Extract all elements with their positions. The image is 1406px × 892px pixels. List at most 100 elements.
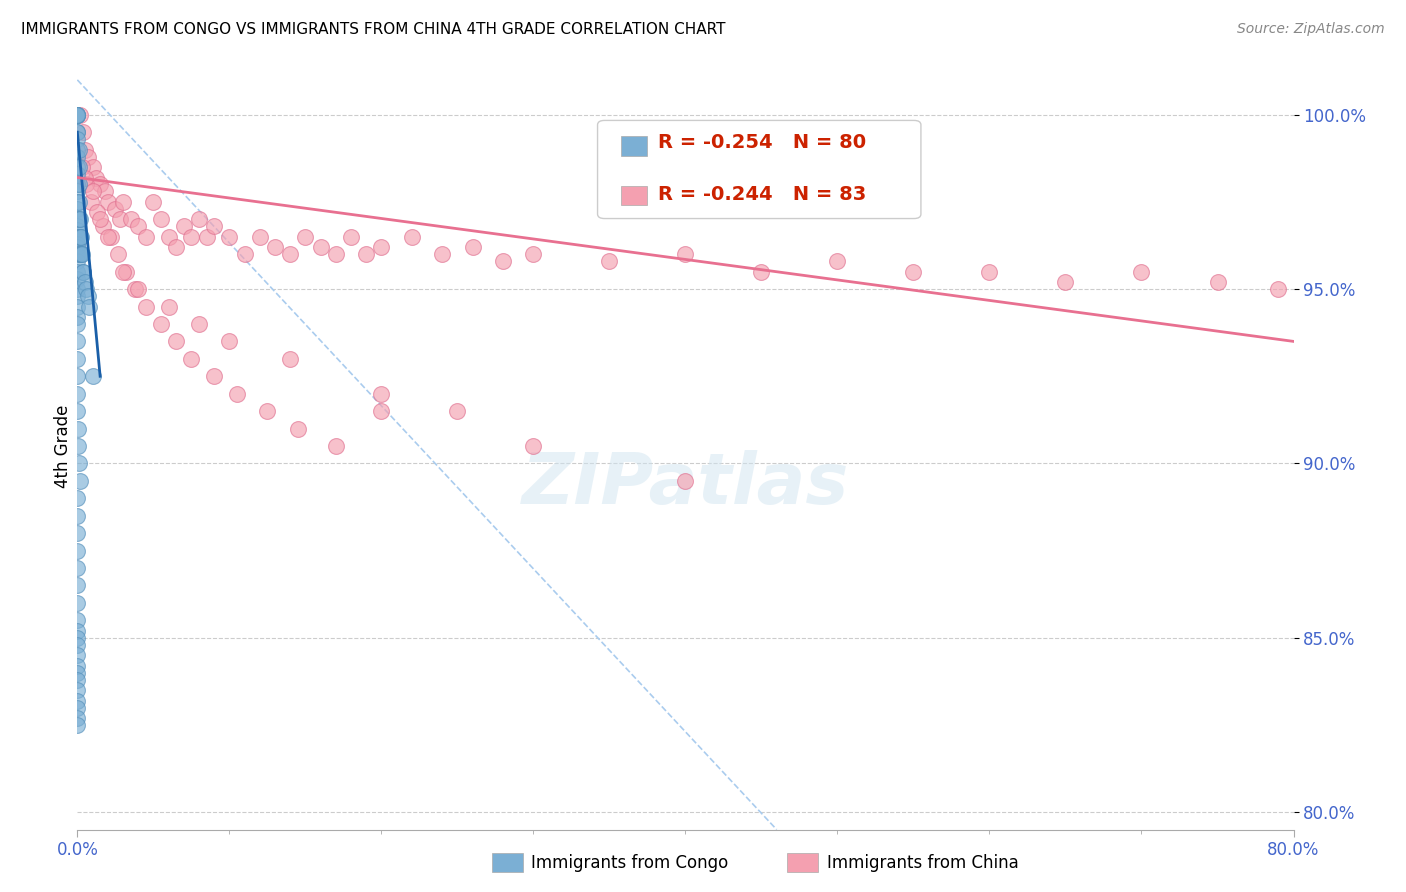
Point xyxy=(66,178,89,192)
Point xyxy=(226,386,249,401)
Point xyxy=(309,240,332,254)
Point xyxy=(67,212,90,227)
Point xyxy=(91,219,114,234)
Text: R = -0.244   N = 83: R = -0.244 N = 83 xyxy=(658,185,866,204)
Point xyxy=(979,265,1001,279)
Point xyxy=(66,219,89,234)
Point xyxy=(66,271,89,285)
Point xyxy=(66,310,89,324)
Text: IMMIGRANTS FROM CONGO VS IMMIGRANTS FROM CHINA 4TH GRADE CORRELATION CHART: IMMIGRANTS FROM CONGO VS IMMIGRANTS FROM… xyxy=(21,22,725,37)
Point xyxy=(72,265,94,279)
Point xyxy=(79,300,101,314)
Point xyxy=(82,369,104,384)
Point xyxy=(149,317,172,331)
Point xyxy=(66,240,89,254)
Point xyxy=(69,247,91,261)
Point xyxy=(82,185,104,199)
Point xyxy=(370,404,392,418)
Point xyxy=(264,240,287,254)
Point xyxy=(370,240,392,254)
Point xyxy=(66,289,89,303)
Point xyxy=(66,638,89,652)
Point xyxy=(75,282,97,296)
Point xyxy=(70,247,93,261)
Point xyxy=(66,718,89,732)
Point xyxy=(97,229,120,244)
Point xyxy=(66,526,89,541)
Point xyxy=(66,317,89,331)
Point xyxy=(67,143,90,157)
Point xyxy=(66,265,89,279)
Point xyxy=(66,561,89,575)
Point xyxy=(66,648,89,663)
Point xyxy=(135,229,157,244)
Point xyxy=(66,631,89,645)
Point xyxy=(120,212,142,227)
Point xyxy=(86,205,108,219)
Point xyxy=(256,404,278,418)
Point xyxy=(67,457,90,471)
Point xyxy=(1267,282,1289,296)
Point xyxy=(73,143,96,157)
Point xyxy=(278,351,301,366)
Point xyxy=(70,229,93,244)
Point xyxy=(195,229,218,244)
Point xyxy=(66,404,89,418)
Point xyxy=(67,194,90,209)
Point xyxy=(66,125,89,139)
Point xyxy=(157,300,180,314)
Point xyxy=(66,125,89,139)
Point xyxy=(75,178,97,192)
Point xyxy=(173,219,195,234)
Point xyxy=(446,404,468,418)
Point xyxy=(66,247,89,261)
Point xyxy=(100,229,122,244)
Point xyxy=(66,624,89,638)
Point xyxy=(77,150,100,164)
Point xyxy=(66,334,89,349)
Point xyxy=(66,282,89,296)
Point xyxy=(66,254,89,268)
Point xyxy=(287,421,309,435)
Point xyxy=(354,247,377,261)
Y-axis label: 4th Grade: 4th Grade xyxy=(53,404,72,488)
Point xyxy=(294,229,316,244)
Point xyxy=(325,439,347,453)
Point xyxy=(401,229,423,244)
Point xyxy=(66,236,89,251)
Point xyxy=(66,508,89,523)
Point xyxy=(70,160,93,174)
Point xyxy=(67,421,90,435)
Point xyxy=(69,247,91,261)
Point xyxy=(69,108,91,122)
Point xyxy=(66,185,89,199)
Point xyxy=(127,282,149,296)
Point xyxy=(135,300,157,314)
Point xyxy=(66,108,89,122)
Point xyxy=(73,170,96,185)
Point xyxy=(202,369,225,384)
Point xyxy=(66,167,89,181)
Point xyxy=(325,247,347,261)
Point xyxy=(1130,265,1153,279)
Point xyxy=(93,185,115,199)
Point xyxy=(675,247,697,261)
Point xyxy=(66,194,89,209)
Point xyxy=(69,229,91,244)
Point xyxy=(165,334,187,349)
Point xyxy=(66,673,89,687)
Point xyxy=(180,229,202,244)
Point xyxy=(233,247,256,261)
Point xyxy=(66,386,89,401)
Text: R = -0.254   N = 80: R = -0.254 N = 80 xyxy=(658,133,866,153)
Point xyxy=(69,212,91,227)
Point xyxy=(104,202,127,216)
Point xyxy=(66,543,89,558)
Point xyxy=(492,254,515,268)
Point xyxy=(370,386,392,401)
Point xyxy=(108,212,131,227)
Point xyxy=(66,108,89,122)
Point xyxy=(66,108,89,122)
Point xyxy=(69,474,91,488)
Point xyxy=(66,108,89,122)
